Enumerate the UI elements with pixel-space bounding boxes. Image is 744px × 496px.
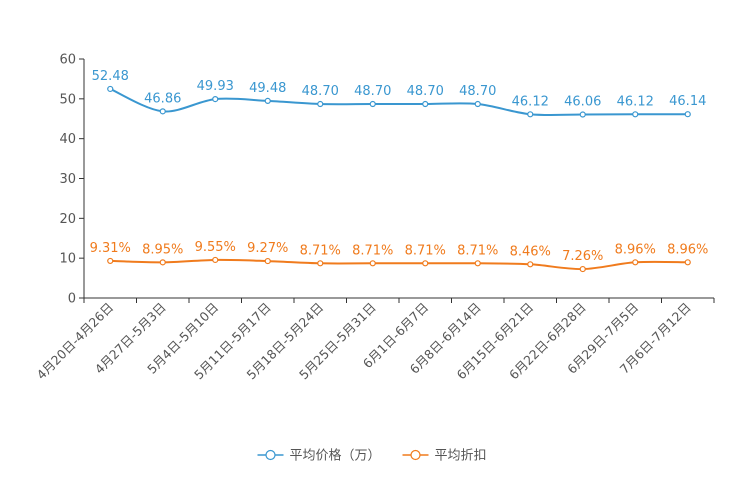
legend-label: 平均折扣 <box>435 449 487 464</box>
y-tick-label: 30 <box>59 172 76 187</box>
data-point <box>474 260 481 267</box>
data-point <box>159 108 166 115</box>
data-point <box>317 100 324 108</box>
data-point <box>317 260 324 267</box>
data-label: 8.71% <box>457 243 498 258</box>
data-label: 48.70 <box>354 84 391 99</box>
series-line-1 <box>109 88 688 117</box>
data-label: 46.12 <box>512 94 549 109</box>
data-point <box>264 97 271 105</box>
data-label: 46.12 <box>617 94 654 109</box>
data-label: 8.95% <box>142 242 183 257</box>
data-label: 46.06 <box>564 95 601 110</box>
data-point <box>422 260 429 267</box>
data-label: 49.93 <box>197 79 234 94</box>
data-label: 9.31% <box>90 241 131 256</box>
data-point <box>369 100 376 108</box>
data-point <box>107 85 114 93</box>
data-point <box>684 111 691 118</box>
y-tick-label: 0 <box>68 292 76 307</box>
data-point <box>632 259 639 266</box>
data-point <box>579 111 586 118</box>
series-line-2 <box>110 258 688 271</box>
data-label: 48.70 <box>407 84 444 99</box>
data-label: 49.48 <box>249 81 286 96</box>
y-tick-label: 50 <box>59 92 76 107</box>
y-tick-label: 20 <box>59 212 76 227</box>
data-point <box>527 111 534 118</box>
data-label: 8.71% <box>300 243 341 258</box>
data-point <box>369 260 376 267</box>
data-label: 8.46% <box>510 244 551 259</box>
data-label: 8.96% <box>615 242 656 257</box>
data-label: 9.55% <box>195 240 236 255</box>
data-label: 9.27% <box>247 241 288 256</box>
data-point <box>264 257 271 265</box>
data-point <box>632 111 639 118</box>
data-label: 48.70 <box>302 84 339 99</box>
data-point <box>422 100 429 108</box>
data-label: 8.71% <box>352 243 393 258</box>
legend-item-2: 平均折扣 <box>402 449 487 464</box>
data-label: 8.71% <box>405 243 446 258</box>
data-point <box>212 256 219 264</box>
y-tick-label: 40 <box>59 132 76 147</box>
data-label: 46.14 <box>669 94 706 109</box>
data-point <box>527 261 534 268</box>
legend-marker <box>410 449 421 461</box>
legend-label: 平均价格（万） <box>290 448 381 464</box>
legend-item-1: 平均价格（万） <box>257 448 381 464</box>
data-label: 8.96% <box>667 242 708 257</box>
y-tick-label: 60 <box>59 53 76 68</box>
data-point <box>579 265 586 273</box>
data-point <box>212 96 219 103</box>
data-label: 52.48 <box>92 69 129 84</box>
data-label: 7.26% <box>562 249 603 264</box>
data-point <box>684 259 691 266</box>
data-point <box>107 257 114 265</box>
data-label: 46.86 <box>144 91 181 106</box>
data-point <box>474 100 481 108</box>
data-point <box>159 259 166 266</box>
y-tick-label: 10 <box>59 252 76 267</box>
legend-marker <box>265 449 276 461</box>
data-label: 48.70 <box>459 84 496 99</box>
